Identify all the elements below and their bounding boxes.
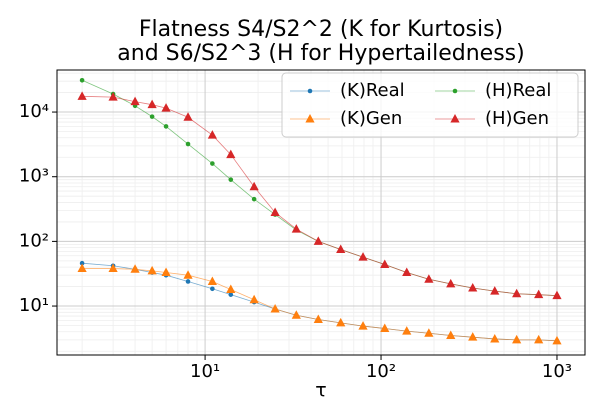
- marker: [149, 114, 155, 119]
- marker: [512, 334, 522, 344]
- marker: [228, 177, 234, 182]
- marker: [79, 77, 85, 83]
- marker: [161, 103, 171, 112]
- marker: [552, 335, 562, 345]
- marker: [402, 267, 412, 277]
- x-tick-label: 10¹: [190, 361, 220, 382]
- legend-label: (H)Gen: [485, 108, 549, 129]
- marker: [270, 207, 280, 216]
- marker: [163, 124, 169, 129]
- marker: [210, 161, 215, 166]
- marker: [446, 330, 456, 340]
- marker: [130, 264, 140, 273]
- marker: [251, 196, 257, 202]
- marker: [424, 274, 434, 283]
- marker: [228, 292, 234, 297]
- marker: [358, 321, 368, 330]
- marker: [490, 333, 500, 343]
- marker: [270, 304, 280, 313]
- marker: [249, 181, 259, 191]
- marker: [147, 265, 157, 275]
- marker: [534, 334, 544, 344]
- y-tick-label: 10¹: [19, 295, 49, 316]
- x-axis-label: τ: [315, 380, 326, 402]
- y-tick-label: 10⁴: [19, 101, 49, 122]
- marker: [452, 88, 458, 94]
- legend-label: (K)Gen: [340, 108, 402, 129]
- legend-box: [281, 72, 579, 138]
- marker: [307, 88, 313, 94]
- marker: [402, 326, 412, 335]
- marker: [226, 149, 236, 159]
- marker: [161, 267, 171, 277]
- plot-frame: [56, 69, 586, 356]
- series-line: [82, 268, 557, 342]
- marker: [450, 114, 460, 123]
- marker: [336, 317, 346, 327]
- marker: [108, 92, 118, 101]
- marker: [291, 310, 301, 319]
- marker: [130, 96, 140, 106]
- marker: [183, 270, 193, 279]
- marker: [183, 112, 193, 121]
- marker: [336, 244, 346, 253]
- marker: [490, 286, 500, 295]
- marker: [468, 332, 478, 341]
- marker: [207, 130, 217, 139]
- marker: [185, 279, 191, 284]
- marker: [305, 114, 315, 123]
- marker: [446, 278, 456, 288]
- marker: [512, 288, 522, 298]
- marker: [291, 224, 301, 233]
- marker: [79, 260, 85, 266]
- x-tick-label: 10²: [366, 361, 396, 382]
- marker: [358, 252, 368, 261]
- marker: [226, 284, 236, 294]
- marker: [108, 263, 118, 273]
- marker: [249, 294, 259, 304]
- marker: [552, 290, 562, 300]
- chart-title: and S6/S2^3 (H for Hypertailedness): [117, 41, 524, 66]
- marker: [534, 289, 544, 299]
- legend-label: (K)Real: [340, 80, 405, 101]
- marker: [207, 276, 217, 285]
- marker: [147, 99, 157, 109]
- legend-label: (H)Real: [485, 80, 551, 101]
- marker: [185, 141, 191, 147]
- marker: [210, 286, 215, 292]
- y-tick-label: 10²: [19, 230, 49, 251]
- marker: [77, 91, 87, 100]
- marker: [424, 328, 434, 337]
- marker: [313, 314, 323, 323]
- marker: [313, 236, 323, 245]
- marker: [380, 259, 390, 268]
- marker: [468, 283, 478, 292]
- marker: [380, 323, 390, 332]
- legend: (K)Real (K)Gen (H)Real (H)Gen: [281, 72, 579, 138]
- x-tick-label: 10³: [542, 361, 572, 382]
- chart-title: Flatness S4/S2^2 (K for Kurtosis): [139, 17, 503, 42]
- y-tick-label: 10³: [19, 166, 49, 187]
- marker: [77, 263, 87, 273]
